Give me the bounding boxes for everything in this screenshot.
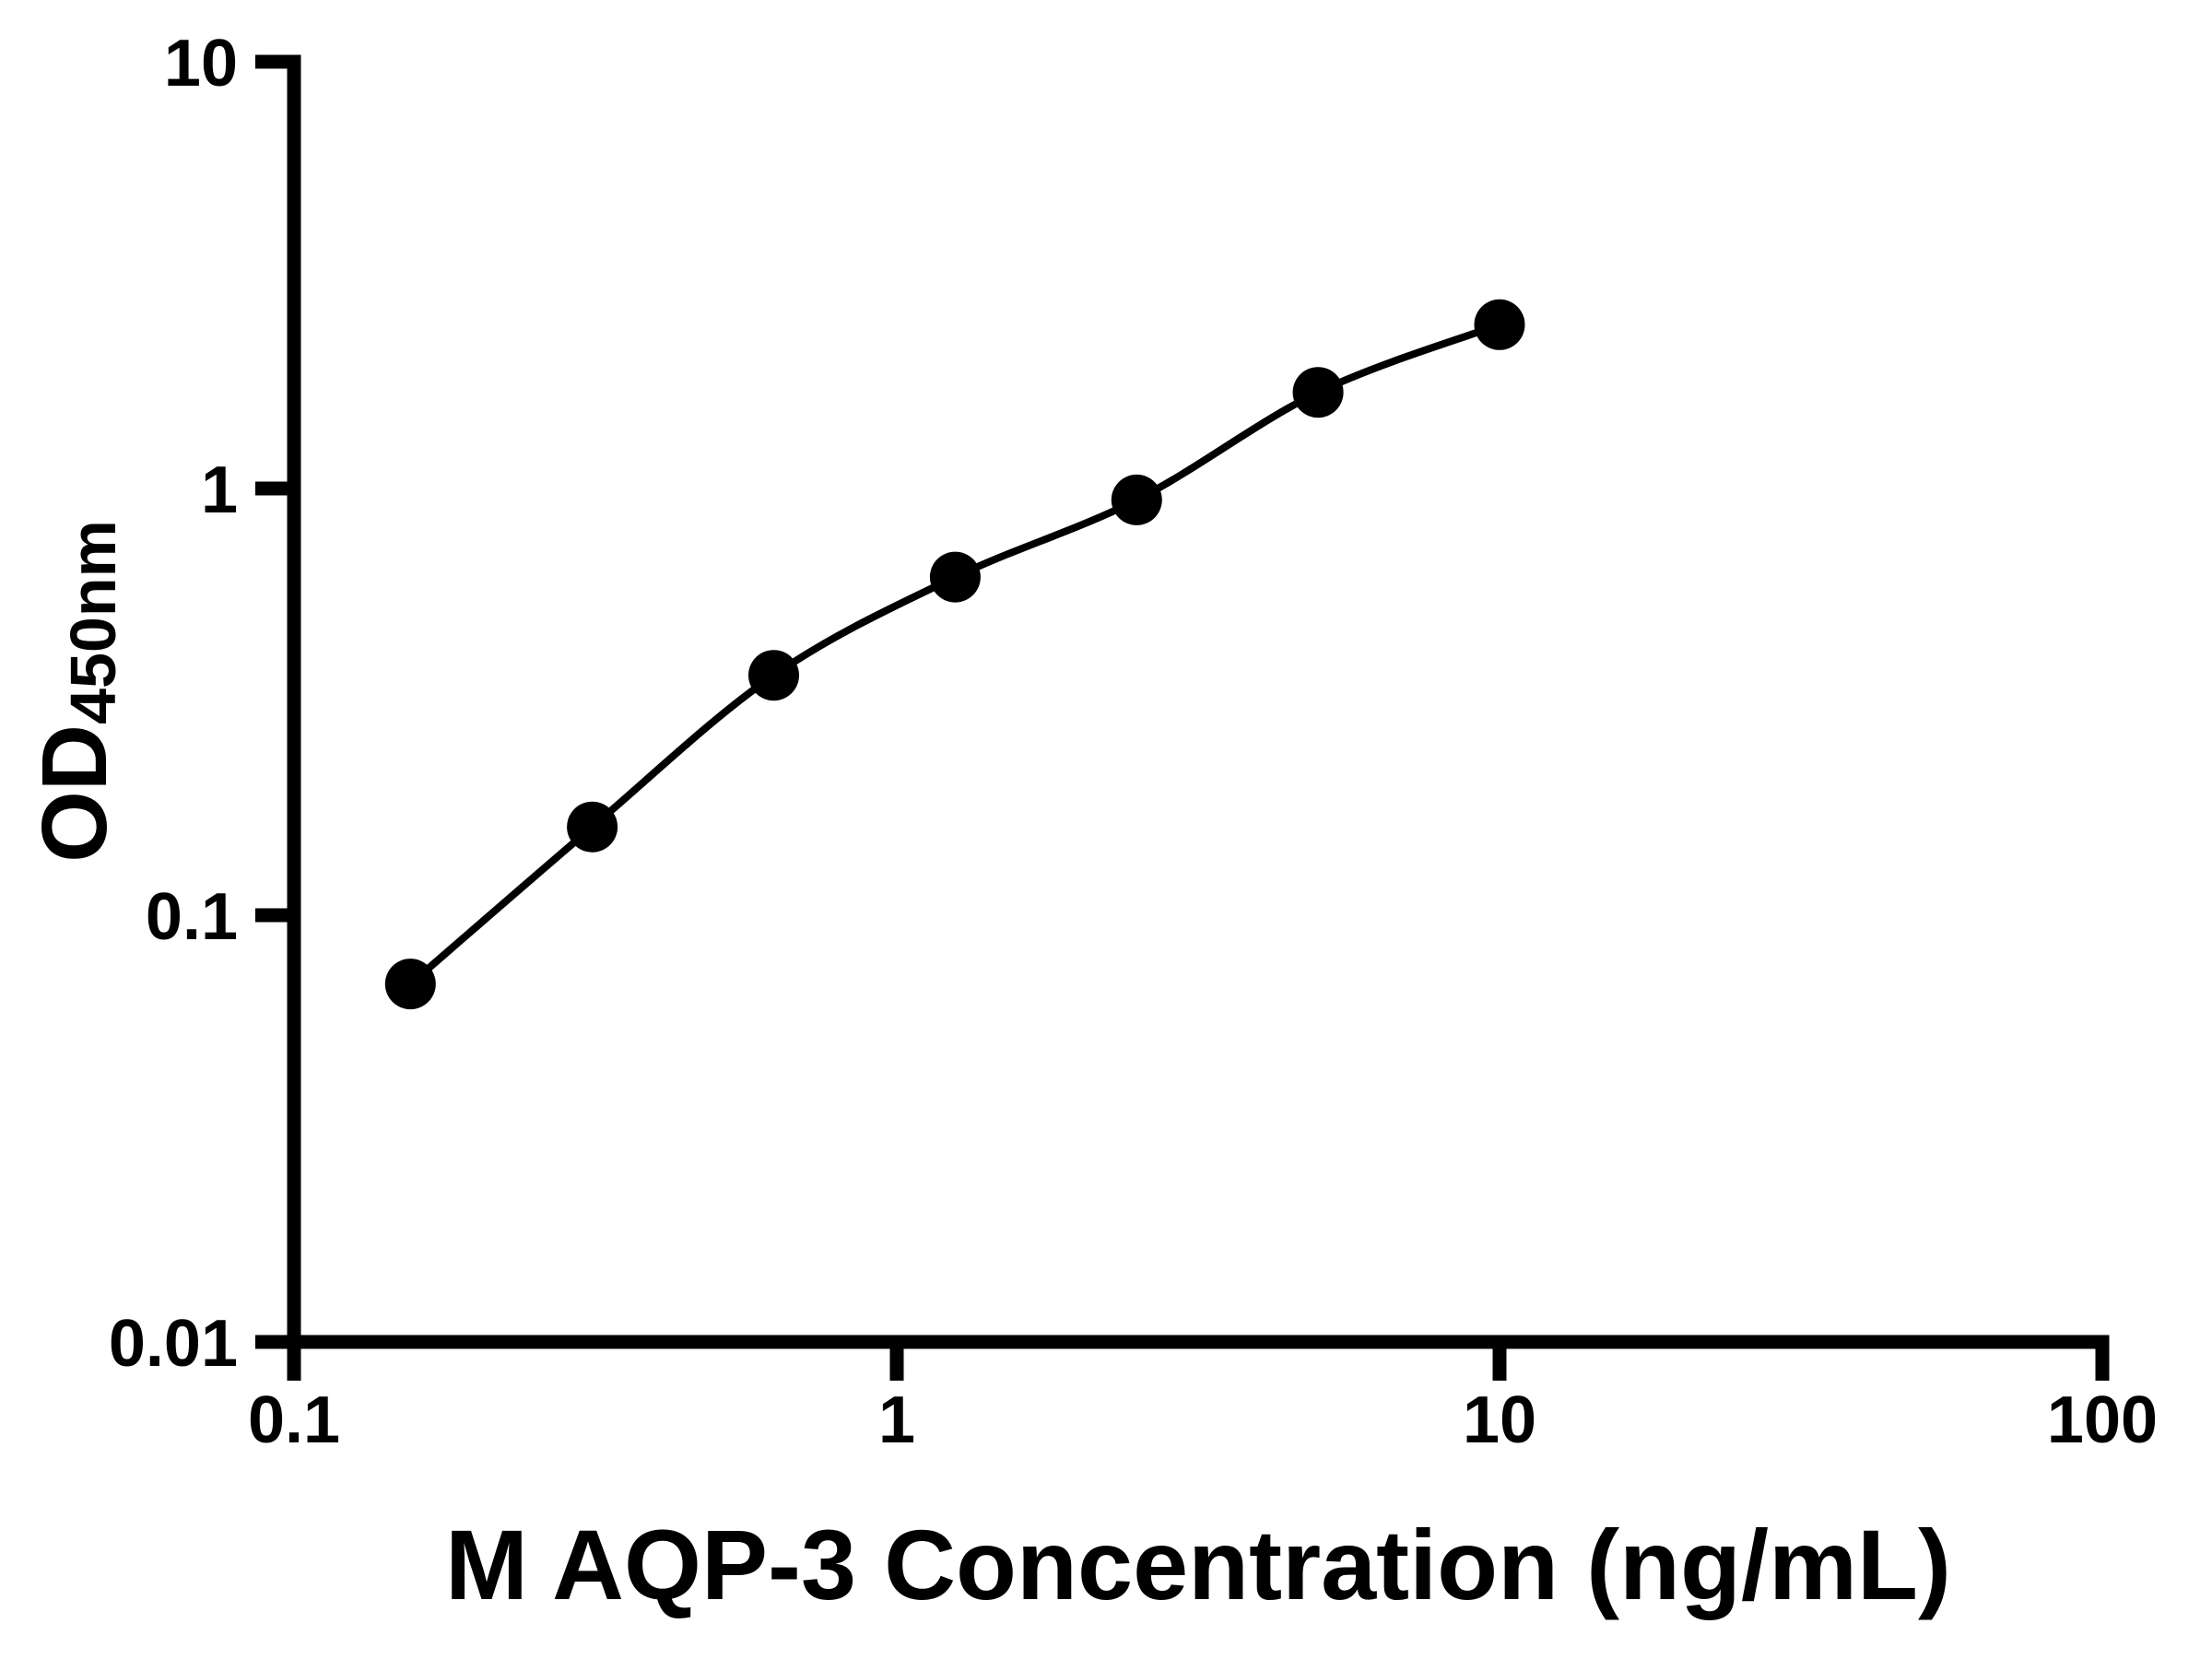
y-tick-label: 0.01 [109, 1307, 238, 1381]
x-tick-label: 0.1 [248, 1383, 340, 1457]
x-tick-label: 100 [2047, 1383, 2158, 1457]
data-point [1292, 367, 1344, 418]
y-axis-title-main: OD [23, 724, 126, 863]
y-tick-label: 0.1 [146, 880, 238, 954]
data-point [1474, 299, 1525, 350]
y-tick-label: 1 [201, 453, 238, 527]
y-axis-title-sub: 450nm [57, 520, 129, 724]
data-point [748, 650, 799, 701]
x-axis-title: M AQP-3 Concentration (ng/mL) [445, 1509, 1951, 1620]
data-point [567, 801, 618, 853]
plot-layer [384, 299, 1525, 1010]
x-tick-label: 10 [1463, 1383, 1536, 1457]
y-tick-label: 10 [164, 27, 238, 100]
fit-curve [407, 321, 1501, 987]
data-point [1111, 474, 1162, 525]
data-point [384, 959, 436, 1010]
x-tick-label: 1 [878, 1383, 915, 1457]
data-point [929, 551, 981, 603]
y-axis-title: OD450nm [23, 520, 129, 863]
